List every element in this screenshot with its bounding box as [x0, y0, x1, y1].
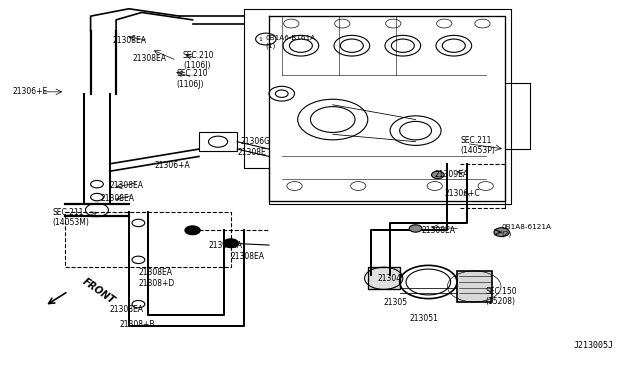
Text: FRONT: FRONT: [81, 276, 117, 306]
Text: 21308EA: 21308EA: [231, 251, 265, 261]
Text: SEC.211
(14053P): SEC.211 (14053P): [460, 136, 495, 155]
Text: 21308EA: 21308EA: [109, 305, 144, 314]
Text: 21308EA: 21308EA: [100, 195, 134, 203]
Text: SEC.210
(1106J): SEC.210 (1106J): [183, 51, 214, 70]
Text: 21306+A: 21306+A: [154, 161, 190, 170]
Text: 21308EA: 21308EA: [138, 268, 172, 277]
Text: 21308EA: 21308EA: [109, 182, 144, 190]
Text: 21305: 21305: [384, 298, 408, 307]
Bar: [368, 267, 399, 289]
Text: 21306+C: 21306+C: [444, 189, 480, 198]
Text: 21304: 21304: [378, 274, 401, 283]
Text: 213051: 213051: [409, 314, 438, 323]
Text: J213005J: J213005J: [573, 341, 613, 350]
Text: SEC.211
(14053M): SEC.211 (14053M): [52, 208, 89, 227]
Text: 21306G: 21306G: [241, 137, 270, 146]
Text: 1: 1: [259, 36, 262, 42]
Circle shape: [185, 226, 200, 235]
Bar: [457, 271, 492, 302]
Bar: [199, 132, 237, 151]
Text: 21306+E: 21306+E: [13, 87, 48, 96]
Text: 21308E: 21308E: [237, 148, 266, 157]
Circle shape: [223, 239, 239, 248]
Text: 21308EA: 21308EA: [209, 241, 243, 250]
Text: SEC.210
(1106J): SEC.210 (1106J): [177, 69, 208, 89]
Text: 21309EA: 21309EA: [435, 170, 469, 179]
Text: 21308EA: 21308EA: [422, 226, 456, 235]
Text: 21308+D: 21308+D: [138, 279, 175, 288]
Circle shape: [409, 225, 422, 232]
Text: 21308+B: 21308+B: [119, 320, 155, 329]
Text: 0B1A6-B161A
(1): 0B1A6-B161A (1): [266, 35, 316, 49]
Text: SEC.150
(15208): SEC.150 (15208): [486, 287, 517, 307]
Text: 21308EA: 21308EA: [113, 36, 147, 45]
Circle shape: [431, 171, 444, 179]
Circle shape: [494, 228, 509, 237]
Text: 21308EA: 21308EA: [132, 54, 166, 63]
Text: 0B1A8-6121A
(2): 0B1A8-6121A (2): [502, 224, 552, 237]
